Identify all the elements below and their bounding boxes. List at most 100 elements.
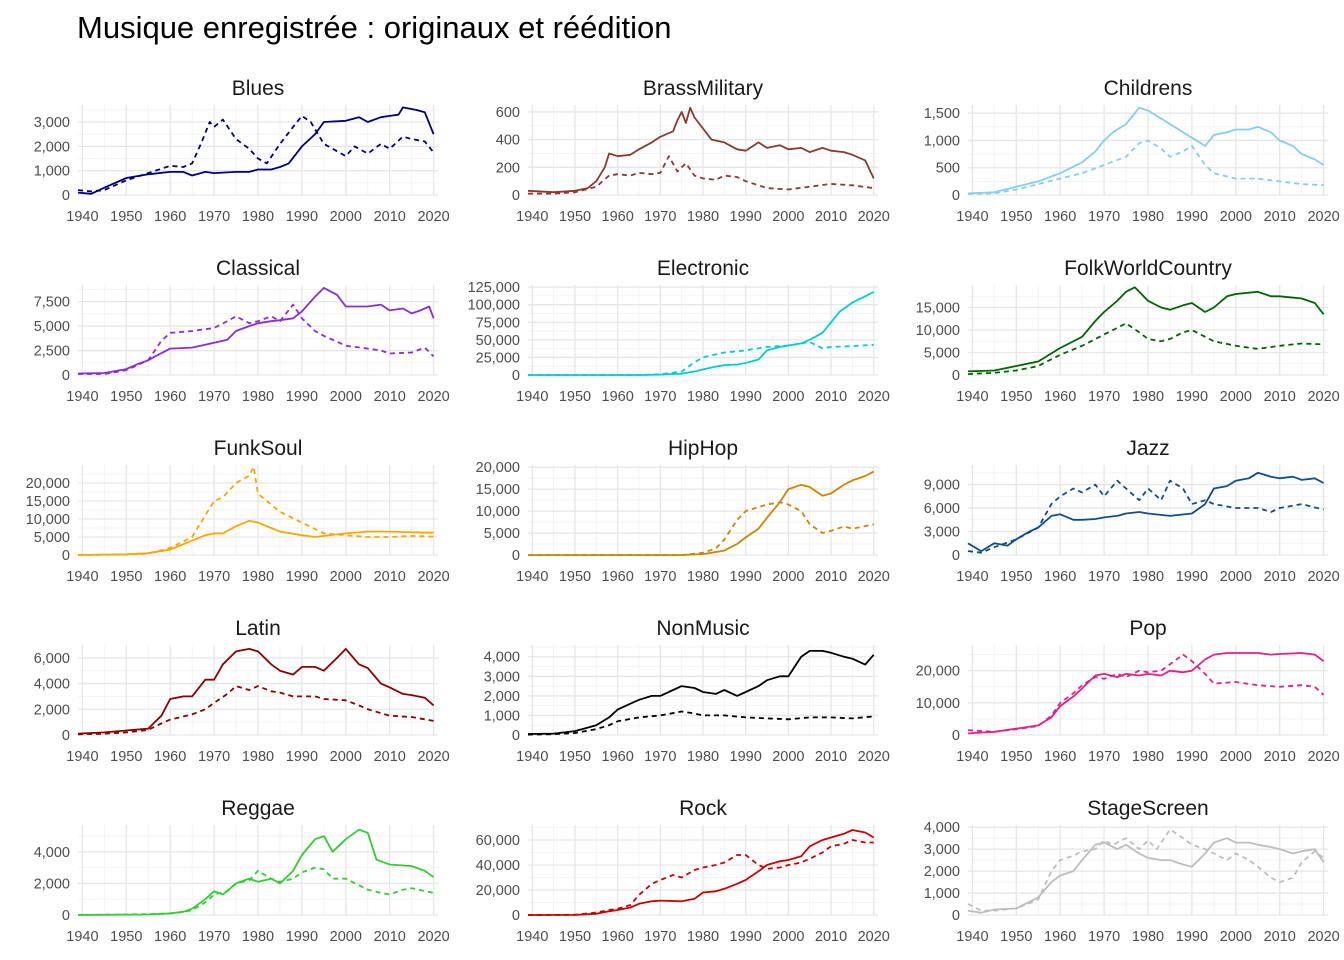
panel-title-pop: Pop [1129,617,1166,640]
x-tick-label: 2000 [330,389,362,405]
panel-title-stagescreen: StageScreen [1087,797,1208,820]
x-tick-label: 2010 [1264,389,1296,405]
series-line-reissues-jazz [967,479,1324,554]
x-tick-label: 1980 [1132,389,1164,405]
x-tick-label: 1980 [242,749,274,765]
x-tick-label: 2010 [815,209,847,225]
x-tick-label: 2010 [1264,209,1296,225]
x-tick-label: 2000 [1220,749,1252,765]
y-tick-label: 10,000 [916,323,960,339]
x-tick-label: 1990 [730,389,762,405]
series-line-originals-latin [77,648,435,735]
x-tick-label: 1970 [1088,749,1120,765]
y-tick-label: 10,000 [26,512,70,528]
panel-brassmilitary: BrassMilitary 1940 1950 1960 1970 1980 1990 200… [496,77,890,225]
x-tick-label: 2000 [772,929,804,945]
y-tick-label: 0 [952,368,960,384]
x-tick-label: 1990 [730,569,762,585]
y-tick-label: 5,000 [484,526,520,542]
series-line-reissues-rock [527,839,874,916]
x-tick-label: 2000 [330,569,362,585]
x-tick-label: 2010 [374,569,406,585]
x-tick-label: 2010 [815,389,847,405]
y-tick-label: 1,000 [484,708,520,724]
x-tick-label: 1950 [559,209,591,225]
y-tick-label: 4,000 [34,845,70,861]
x-tick-label: 1950 [1000,929,1032,945]
y-tick-label: 3,000 [484,669,520,685]
y-tick-label: 15,000 [476,482,520,498]
x-tick-label: 1940 [516,389,548,405]
x-tick-label: 1960 [602,569,634,585]
x-tick-label: 2010 [815,569,847,585]
panel-title-electronic: Electronic [657,257,749,280]
x-tick-label: 1940 [956,929,988,945]
x-tick-label: 1970 [1088,929,1120,945]
series-line-reissues-latin [77,685,434,736]
x-tick-label: 2020 [417,929,449,945]
series-line-reissues-stagescreen [967,828,1325,912]
y-tick-label: 0 [952,728,960,744]
y-tick-label: 1,000 [34,164,70,180]
x-tick-label: 1980 [1132,209,1164,225]
y-tick-label: 9,000 [924,478,960,494]
panel-electronic: Electronic 1940 1950 1960 1970 1980 1990 2000 20… [468,257,890,405]
series-line-originals-electronic [528,291,875,376]
x-tick-label: 1960 [602,749,634,765]
x-tick-label: 1950 [559,389,591,405]
x-tick-label: 2000 [772,749,804,765]
x-tick-label: 1960 [154,209,186,225]
y-tick-label: 600 [496,105,520,121]
x-tick-label: 1970 [198,389,230,405]
y-tick-label: 0 [62,188,70,204]
x-tick-label: 1940 [956,749,988,765]
series-line-reissues-blues [77,115,435,193]
y-tick-label: 5,000 [34,530,70,546]
series-line-originals-jazz [967,471,1325,552]
x-tick-label: 2020 [417,209,449,225]
panel-title-blues: Blues [232,77,285,100]
panel-reggae: Reggae 1940 1950 1960 1970 1980 1990 2000 2010 20… [34,797,450,945]
x-tick-label: 1970 [198,929,230,945]
x-tick-label: 1970 [644,389,676,405]
x-tick-label: 2000 [1220,209,1252,225]
x-tick-label: 1960 [1044,209,1076,225]
panel-childrens: Childrens 1940 1950 1960 1970 1980 1990 2000 201… [924,77,1340,225]
panel-title-latin: Latin [235,617,281,640]
panel-title-classical: Classical [216,257,300,280]
x-tick-label: 1990 [286,929,318,945]
x-tick-label: 2020 [858,569,890,585]
panel-title-nonmusic: NonMusic [656,617,749,640]
x-tick-label: 1990 [730,209,762,225]
x-tick-label: 1940 [66,569,98,585]
panel-hiphop: HipHop 1940 1950 1960 1970 1980 1990 2000 2010 20… [476,437,890,585]
y-tick-label: 15,000 [26,494,70,510]
x-tick-label: 2010 [815,929,847,945]
x-tick-label: 1980 [1132,749,1164,765]
series-line-reissues-brassmilitary [528,155,874,195]
x-tick-label: 1950 [559,929,591,945]
x-tick-label: 1980 [242,389,274,405]
y-tick-label: 10,000 [916,696,960,712]
x-tick-label: 1990 [286,209,318,225]
x-tick-label: 2010 [815,749,847,765]
x-tick-label: 1960 [154,929,186,945]
x-tick-label: 2000 [772,569,804,585]
panel-title-hiphop: HipHop [668,437,738,460]
y-tick-label: 20,000 [26,476,70,492]
x-tick-label: 1940 [66,929,98,945]
x-tick-label: 2020 [417,389,449,405]
x-tick-label: 1950 [1000,569,1032,585]
series-line-reissues-childrens [967,139,1324,195]
x-tick-label: 1970 [1088,209,1120,225]
chart-title: Musique enregistrée : originaux et réédi… [77,10,672,45]
y-tick-label: 0 [512,368,520,384]
panel-title-reggae: Reggae [221,797,295,820]
x-tick-label: 2020 [1307,209,1339,225]
panel-funksoul: FunkSoul 1940 1950 1960 1970 1980 1990 2000 2010… [26,437,450,585]
series-line-reissues-hiphop [528,501,874,556]
y-tick-label: 1,500 [924,106,960,122]
series-line-reissues-reggae [77,866,434,916]
y-tick-label: 0 [62,548,70,564]
